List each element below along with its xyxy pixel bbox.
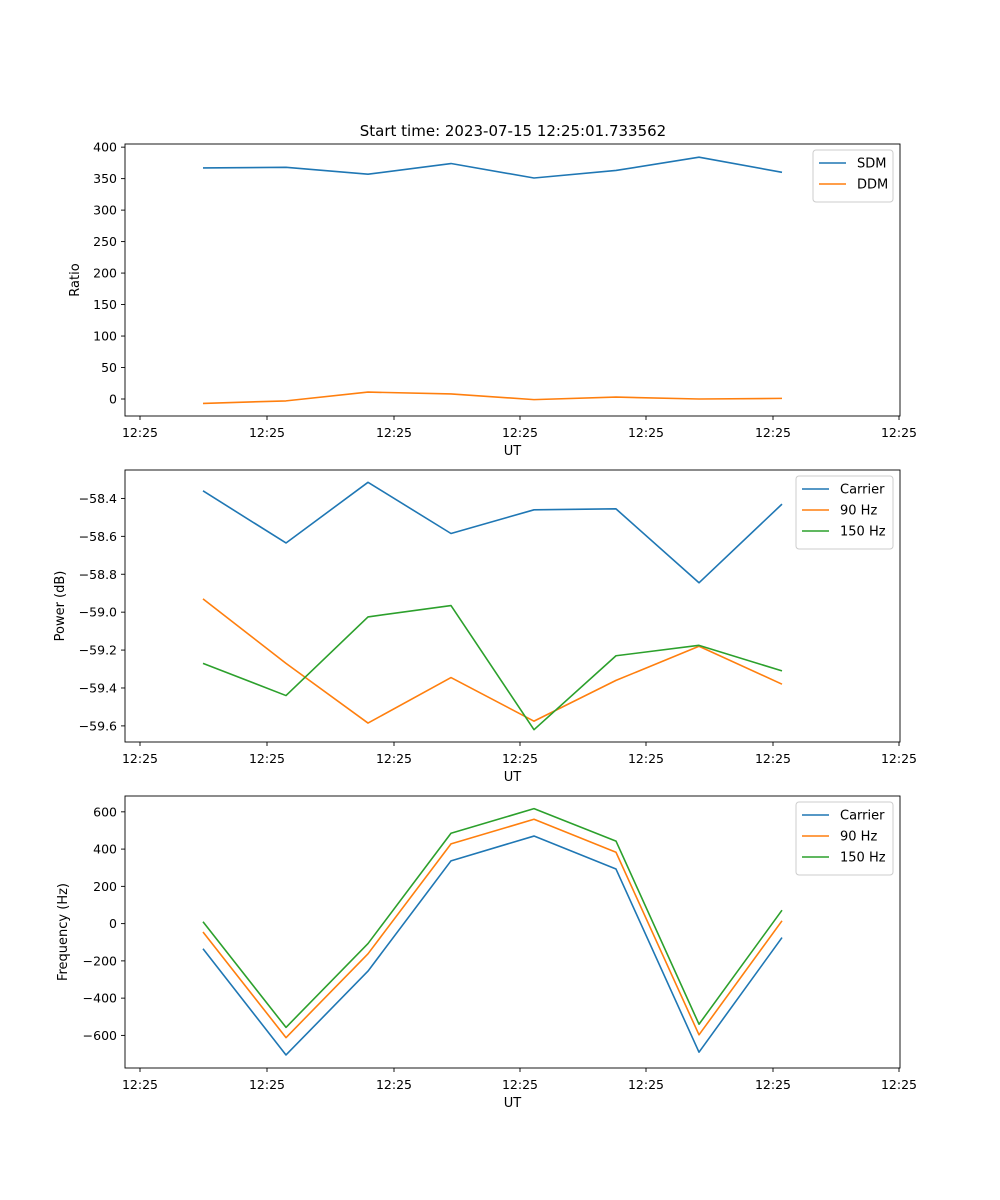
y-tick-label: 200 bbox=[93, 266, 117, 281]
y-tick-label: 600 bbox=[93, 804, 117, 819]
y-tick-label: 200 bbox=[93, 879, 117, 894]
series-line-150-hz bbox=[202, 807, 783, 1029]
legend-label: DDM bbox=[857, 178, 888, 193]
y-axis-label: Frequency (Hz) bbox=[56, 883, 71, 981]
x-tick-label: 12:25 bbox=[755, 751, 791, 766]
y-tick-label: −600 bbox=[83, 1028, 117, 1043]
y-tick-label: −59.2 bbox=[79, 643, 117, 658]
y-tick-label: 50 bbox=[101, 360, 117, 375]
x-tick-label: 12:25 bbox=[881, 751, 917, 766]
x-tick-label: 12:25 bbox=[502, 1077, 538, 1092]
x-tick-label: 12:25 bbox=[376, 1077, 412, 1092]
x-tick-label: 12:25 bbox=[502, 751, 538, 766]
figure-title: Start time: 2023-07-15 12:25:01.733562 bbox=[360, 122, 666, 140]
x-tick-label: 12:25 bbox=[755, 1077, 791, 1092]
x-tick-label: 12:25 bbox=[755, 425, 791, 440]
x-axis-label: UT bbox=[504, 770, 522, 785]
y-tick-label: −58.8 bbox=[79, 567, 117, 582]
legend-label: Carrier bbox=[840, 483, 885, 498]
legend: SDM DDM bbox=[812, 149, 894, 203]
y-tick-label: −59.4 bbox=[79, 680, 117, 695]
chart-panel-2: −58.4 −58.6 −58.8 −59.0 −59.2 −59.4 −59.6 12:25… bbox=[53, 469, 917, 785]
chart-panel-1: 0 50 100 150 200 250 300 350 400 12:25 12:25 12:25 1… bbox=[68, 140, 917, 459]
y-tick-label: −59.6 bbox=[79, 718, 117, 733]
x-axis-label: UT bbox=[504, 444, 522, 459]
series-line-carrier bbox=[202, 481, 783, 584]
y-axis-label: Ratio bbox=[68, 263, 83, 296]
y-tick-label: 150 bbox=[93, 297, 117, 312]
y-tick-label: 100 bbox=[93, 329, 117, 344]
y-tick-label: −400 bbox=[83, 991, 117, 1006]
x-tick-label: 12:25 bbox=[122, 1077, 158, 1092]
x-tick-label: 12:25 bbox=[628, 751, 664, 766]
y-tick-label: 400 bbox=[93, 140, 117, 155]
x-tick-label: 12:25 bbox=[628, 1077, 664, 1092]
x-tick-label: 12:25 bbox=[122, 425, 158, 440]
x-axis-label: UT bbox=[504, 1096, 522, 1111]
series-line-90-hz bbox=[202, 818, 783, 1039]
y-tick-label: −58.6 bbox=[79, 529, 117, 544]
x-tick-label: 12:25 bbox=[628, 425, 664, 440]
axes-frame bbox=[124, 143, 901, 417]
y-tick-label: 0 bbox=[109, 916, 117, 931]
y-axis-label: Power (dB) bbox=[53, 571, 68, 642]
y-tick-label: −200 bbox=[83, 953, 117, 968]
legend-label: Carrier bbox=[840, 809, 885, 824]
series-line-150-hz bbox=[202, 604, 783, 731]
legend-label: 150 Hz bbox=[840, 851, 886, 866]
y-tick-label: 350 bbox=[93, 171, 117, 186]
legend-label: 150 Hz bbox=[840, 525, 886, 540]
series-line-90-hz bbox=[202, 598, 783, 724]
legend-label: SDM bbox=[857, 157, 886, 172]
series-line-carrier bbox=[202, 835, 783, 1056]
x-tick-label: 12:25 bbox=[376, 425, 412, 440]
legend: Carrier 90 Hz 150 Hz bbox=[795, 801, 894, 876]
y-tick-label: 250 bbox=[93, 234, 117, 249]
series-line-sdm bbox=[202, 156, 783, 179]
y-tick-label: 300 bbox=[93, 203, 117, 218]
legend-label: 90 Hz bbox=[840, 504, 877, 519]
legend-label: 90 Hz bbox=[840, 830, 877, 845]
series-line-ddm bbox=[202, 391, 783, 405]
y-tick-label: 400 bbox=[93, 842, 117, 857]
x-tick-label: 12:25 bbox=[881, 425, 917, 440]
legend: Carrier 90 Hz 150 Hz bbox=[795, 475, 894, 550]
x-tick-label: 12:25 bbox=[376, 751, 412, 766]
panels: 0 50 100 150 200 250 300 350 400 12:25 12:25 12:25 1… bbox=[53, 140, 917, 1111]
axes-frame bbox=[124, 795, 901, 1069]
x-tick-label: 12:25 bbox=[249, 425, 285, 440]
y-tick-label: 0 bbox=[109, 392, 117, 407]
x-tick-label: 12:25 bbox=[502, 425, 538, 440]
x-tick-label: 12:25 bbox=[249, 751, 285, 766]
y-tick-label: −59.0 bbox=[79, 605, 117, 620]
x-tick-label: 12:25 bbox=[249, 1077, 285, 1092]
x-tick-label: 12:25 bbox=[881, 1077, 917, 1092]
y-tick-label: −58.4 bbox=[79, 491, 117, 506]
x-tick-label: 12:25 bbox=[122, 751, 158, 766]
chart-panel-3: 600 400 200 0 −200 −400 −600 12:25 12:25 12:25 12:… bbox=[56, 795, 917, 1111]
axes-frame bbox=[124, 469, 901, 743]
